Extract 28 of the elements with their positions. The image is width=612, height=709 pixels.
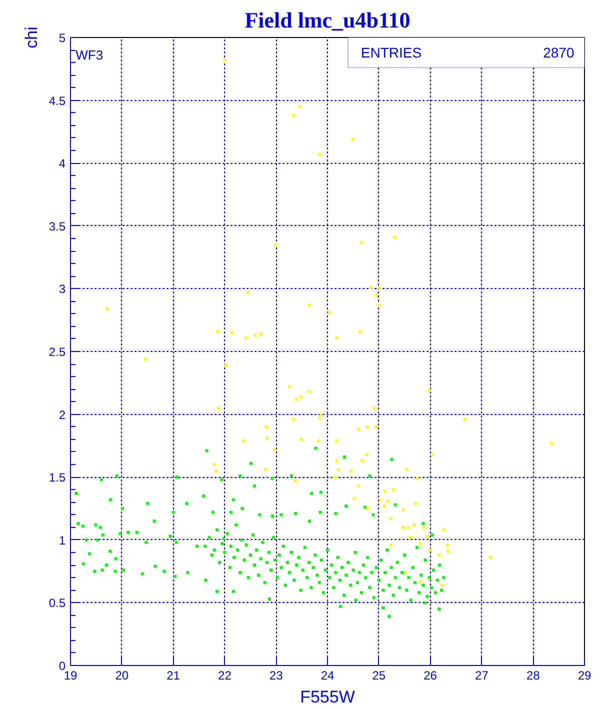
y-axis-title: chi: [22, 26, 41, 48]
x-tick-label: 19: [64, 668, 78, 682]
y-tick-label: 2.5: [48, 345, 66, 359]
x-tick-label: 25: [372, 668, 386, 682]
x-tick-label: 29: [578, 668, 592, 682]
x-tick-label: 28: [526, 668, 540, 682]
x-tick-label: 26: [424, 668, 438, 682]
x-tick-label: 22: [218, 668, 232, 682]
x-tick-label: 23: [269, 668, 284, 682]
annotation: 2870: [543, 44, 574, 61]
y-tick-label: 0.5: [48, 596, 66, 610]
x-tick-label: 21: [166, 668, 180, 682]
y-tick-label: 3.5: [48, 219, 66, 234]
x-tick-label: 27: [475, 668, 489, 682]
y-tick-label: 4.5: [48, 94, 66, 108]
y-tick-label: 0: [58, 659, 66, 673]
y-tick-label: 3: [58, 282, 66, 296]
y-tick-label: 1.5: [48, 470, 66, 485]
y-tick-label: 5: [58, 31, 66, 45]
x-axis-title: F555W: [300, 688, 355, 706]
y-tick-label: 4: [58, 156, 66, 171]
annotation: WF3: [76, 48, 104, 63]
y-tick-label: 2: [58, 408, 66, 422]
y-tick-label: 1: [58, 533, 66, 548]
x-tick-label: 24: [320, 668, 334, 682]
x-tick-label: 20: [115, 668, 129, 682]
chart-title: Field lmc_u4b110: [244, 8, 410, 32]
annotation: ENTRIES: [360, 44, 422, 61]
